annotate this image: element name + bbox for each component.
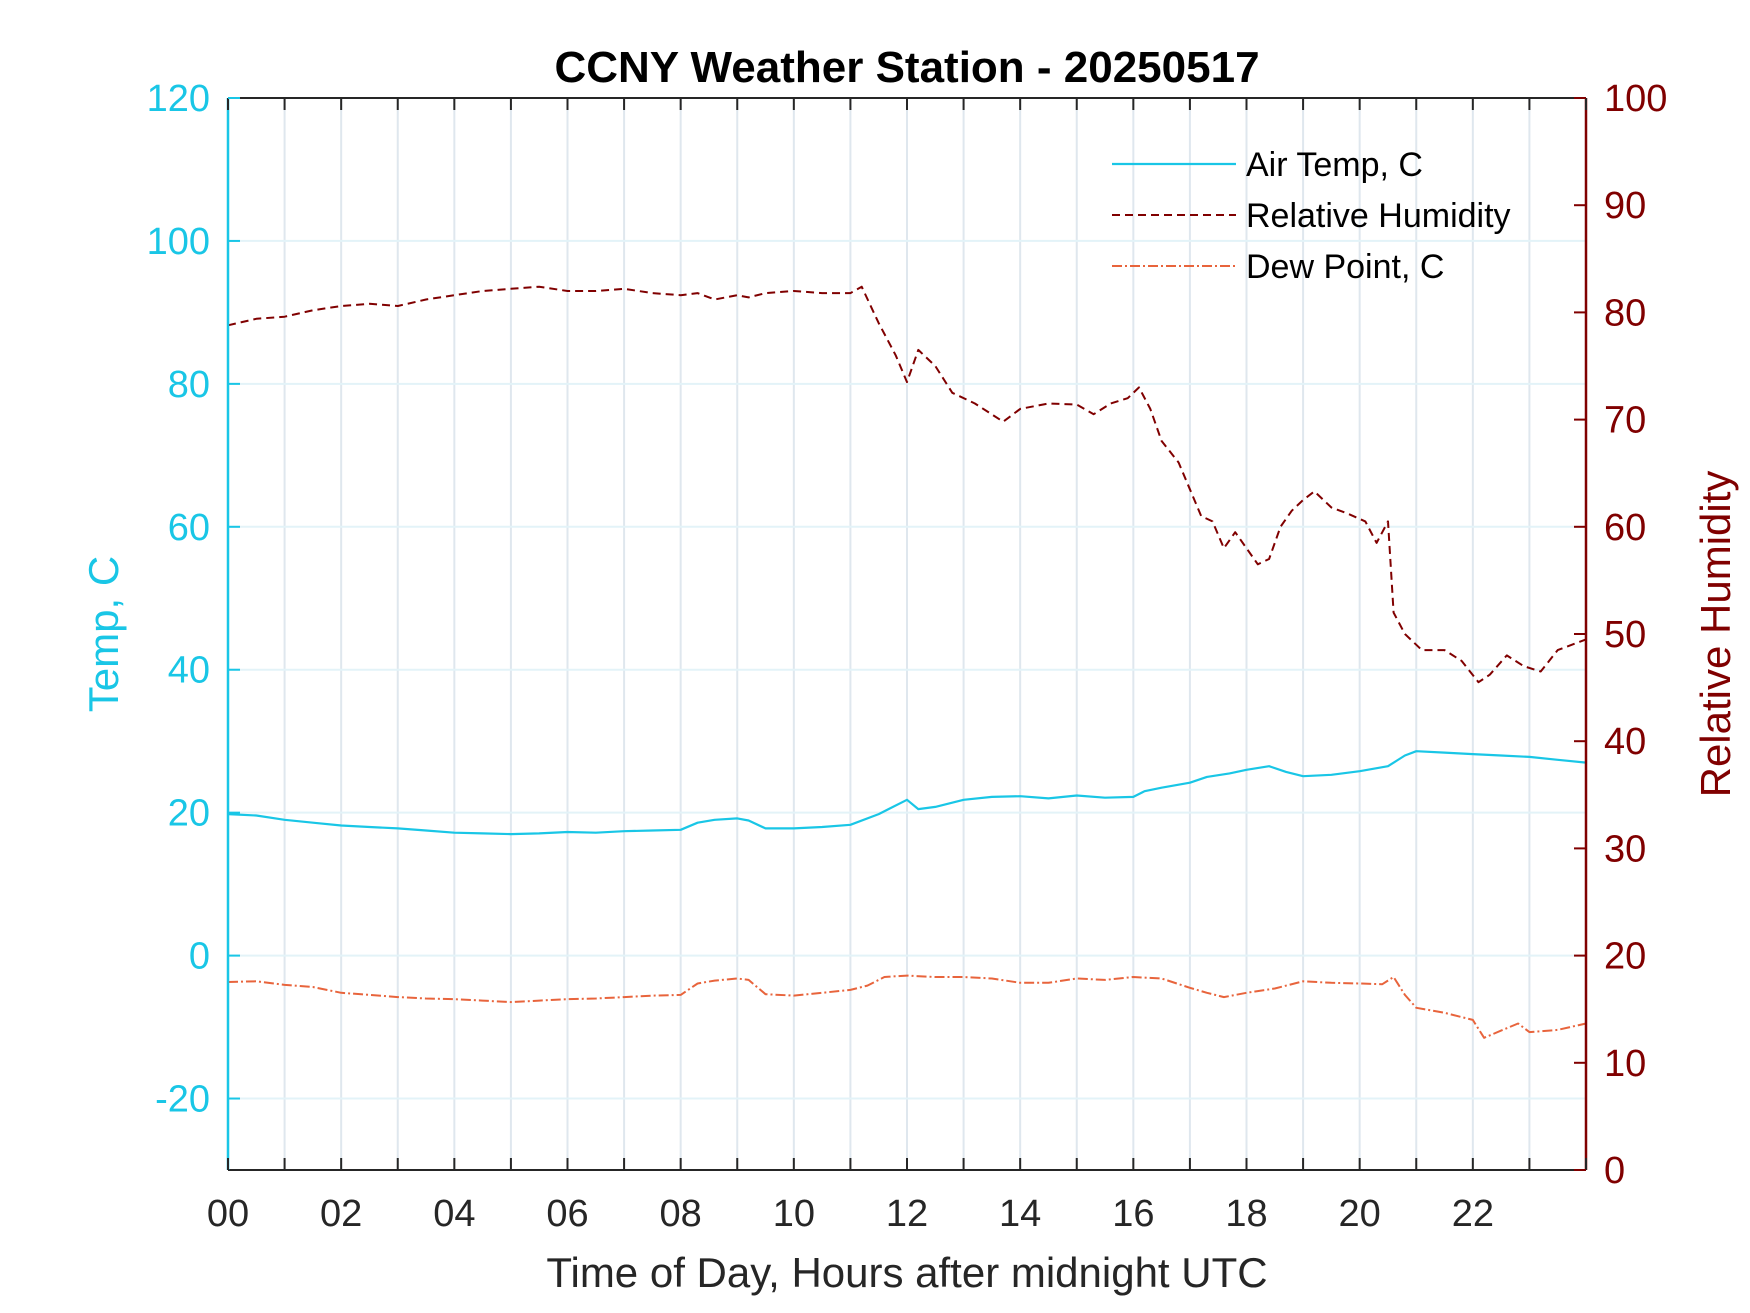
y-tick-label-left: 60 — [168, 507, 210, 549]
y-tick-label-right: 90 — [1604, 185, 1646, 227]
series-line-3 — [227, 974, 1587, 1039]
x-tick-label: 00 — [207, 1193, 249, 1235]
chart-title: CCNY Weather Station - 20250517 — [554, 43, 1259, 92]
grid-lines — [228, 97, 1586, 1170]
x-tick-label: 18 — [1225, 1193, 1267, 1235]
legend-label-3: Dew Point, C — [1246, 248, 1444, 286]
y-tick-label-left: 20 — [168, 793, 210, 835]
x-tick-label: 20 — [1339, 1193, 1381, 1235]
y-tick-label-right: 0 — [1604, 1150, 1625, 1192]
y-tick-label-left: -20 — [155, 1079, 210, 1121]
x-tick-label: 16 — [1112, 1193, 1154, 1235]
x-tick-label: 02 — [320, 1193, 362, 1235]
y-tick-label-right: 20 — [1604, 936, 1646, 978]
y-axis-label-right: Relative Humidity — [1692, 471, 1739, 798]
series-line-2 — [227, 285, 1587, 684]
y-tick-label-right: 80 — [1604, 292, 1646, 334]
y-tick-label-left: 80 — [168, 364, 210, 406]
y-tick-label-right: 30 — [1604, 828, 1646, 870]
x-tick-label: 06 — [546, 1193, 588, 1235]
x-tick-label: 10 — [773, 1193, 815, 1235]
x-axis-label: Time of Day, Hours after midnight UTC — [546, 1249, 1267, 1296]
axes — [226, 97, 1588, 1171]
legend-label-1: Air Temp, C — [1246, 146, 1423, 184]
x-tick-label: 12 — [886, 1193, 928, 1235]
tick-labels: 00 02 04 06 08 10 12 14 16 18 20 22-200204060801001… — [147, 78, 1668, 1235]
y-tick-label-left: 100 — [147, 221, 210, 263]
y-tick-label-right: 70 — [1604, 400, 1646, 442]
y-tick-label-left: 0 — [189, 936, 210, 978]
y-tick-label-right: 100 — [1604, 78, 1667, 120]
legend-label-2: Relative Humidity — [1246, 197, 1511, 235]
y-tick-label-left: 120 — [147, 78, 210, 120]
y-tick-label-right: 40 — [1604, 721, 1646, 763]
x-tick-label: 14 — [999, 1193, 1041, 1235]
y-axis-label-left: Temp, C — [80, 556, 127, 712]
series-layer — [227, 285, 1587, 1039]
x-tick-label: 08 — [660, 1193, 702, 1235]
x-tick-label: 22 — [1452, 1193, 1494, 1235]
x-tick-label: 04 — [433, 1193, 475, 1235]
y-tick-label-right: 10 — [1604, 1043, 1646, 1085]
series-line-1 — [227, 750, 1587, 836]
y-tick-label-left: 40 — [168, 650, 210, 692]
y-tick-label-right: 50 — [1604, 614, 1646, 656]
y-tick-label-right: 60 — [1604, 507, 1646, 549]
legend: Air Temp, C Relative Humidity Dew Point, C — [1112, 146, 1511, 286]
